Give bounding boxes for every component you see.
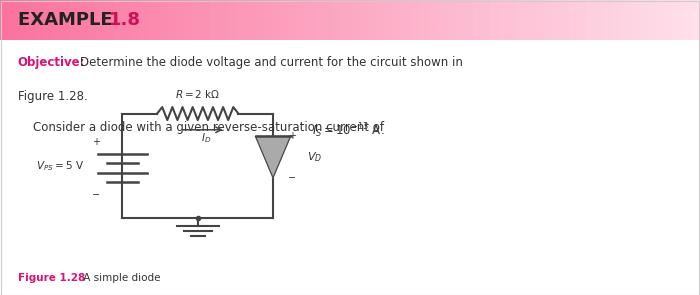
Bar	[315, 0, 325, 40]
Bar	[692, 0, 700, 40]
Polygon shape	[256, 136, 290, 178]
Bar	[463, 0, 474, 40]
Bar	[447, 0, 456, 40]
Bar	[552, 0, 561, 40]
Bar	[428, 0, 439, 40]
Bar	[673, 0, 684, 40]
Bar	[105, 0, 115, 40]
Text: 1.8: 1.8	[108, 11, 141, 29]
Text: $V_D$: $V_D$	[307, 150, 322, 164]
Bar	[587, 0, 596, 40]
Bar	[482, 0, 491, 40]
Bar	[167, 0, 176, 40]
Bar	[578, 0, 587, 40]
Bar	[455, 0, 465, 40]
Bar	[533, 0, 544, 40]
Bar	[175, 0, 185, 40]
Bar	[560, 0, 570, 40]
Bar	[498, 0, 509, 40]
Bar	[542, 0, 553, 40]
Bar	[193, 0, 203, 40]
Bar	[612, 0, 623, 40]
Bar	[323, 0, 334, 40]
Bar	[332, 0, 343, 40]
Bar	[298, 0, 308, 40]
Bar	[237, 0, 246, 40]
Bar	[603, 0, 614, 40]
Bar	[350, 0, 360, 40]
Bar	[35, 0, 45, 40]
Bar	[272, 0, 281, 40]
Bar	[420, 0, 430, 40]
Bar	[665, 0, 675, 40]
Text: Figure 1.28.: Figure 1.28.	[18, 90, 88, 103]
Bar	[525, 0, 535, 40]
Bar	[210, 0, 220, 40]
Bar	[412, 0, 421, 40]
Text: A simple diode: A simple diode	[80, 273, 161, 283]
Text: +: +	[92, 137, 100, 147]
Text: Consider a diode with a given reverse-saturation current of: Consider a diode with a given reverse-sa…	[18, 121, 387, 134]
Bar	[648, 0, 658, 40]
Bar	[218, 0, 229, 40]
Bar	[70, 0, 80, 40]
Bar	[245, 0, 255, 40]
Bar	[88, 0, 98, 40]
Text: +: +	[288, 132, 296, 141]
Bar	[78, 0, 89, 40]
Bar	[253, 0, 264, 40]
Bar	[148, 0, 159, 40]
Text: $V_{PS} = 5\ \mathrm{V}$: $V_{PS} = 5\ \mathrm{V}$	[36, 159, 84, 173]
Bar	[183, 0, 194, 40]
Bar	[402, 0, 412, 40]
Bar	[368, 0, 378, 40]
Bar	[0, 0, 10, 40]
Bar	[490, 0, 500, 40]
Bar	[657, 0, 666, 40]
Bar	[358, 0, 369, 40]
Bar	[508, 0, 517, 40]
Text: −: −	[288, 173, 297, 183]
Bar	[158, 0, 168, 40]
Bar	[638, 0, 649, 40]
Bar	[438, 0, 448, 40]
Bar	[473, 0, 483, 40]
Bar	[280, 0, 290, 40]
Text: $I_D$: $I_D$	[202, 131, 211, 145]
Bar	[97, 0, 106, 40]
Bar	[132, 0, 141, 40]
Text: EXAMPLE: EXAMPLE	[18, 11, 118, 29]
Bar	[228, 0, 238, 40]
Bar	[393, 0, 404, 40]
Bar	[342, 0, 351, 40]
Bar	[385, 0, 395, 40]
Bar	[595, 0, 605, 40]
Bar	[27, 0, 36, 40]
Bar	[517, 0, 526, 40]
Bar	[18, 0, 28, 40]
Text: Figure 1.28: Figure 1.28	[18, 273, 85, 283]
Bar	[202, 0, 211, 40]
Text: −: −	[92, 191, 100, 200]
Bar	[568, 0, 579, 40]
Bar	[262, 0, 273, 40]
Bar	[43, 0, 54, 40]
Text: Objective:: Objective:	[18, 56, 85, 69]
Bar	[8, 0, 19, 40]
Bar	[52, 0, 63, 40]
Text: $I_S = 10^{-13}$ A.: $I_S = 10^{-13}$ A.	[312, 121, 384, 140]
Bar	[122, 0, 133, 40]
Bar	[288, 0, 299, 40]
Bar	[682, 0, 692, 40]
Bar	[113, 0, 124, 40]
Bar	[630, 0, 640, 40]
Bar	[62, 0, 71, 40]
Text: $R = 2\ \mathrm{k\Omega}$: $R = 2\ \mathrm{k\Omega}$	[175, 88, 220, 100]
Bar	[622, 0, 631, 40]
Bar	[140, 0, 150, 40]
Bar	[377, 0, 386, 40]
Text: Determine the diode voltage and current for the circuit shown in: Determine the diode voltage and current …	[80, 56, 463, 69]
Bar	[307, 0, 316, 40]
